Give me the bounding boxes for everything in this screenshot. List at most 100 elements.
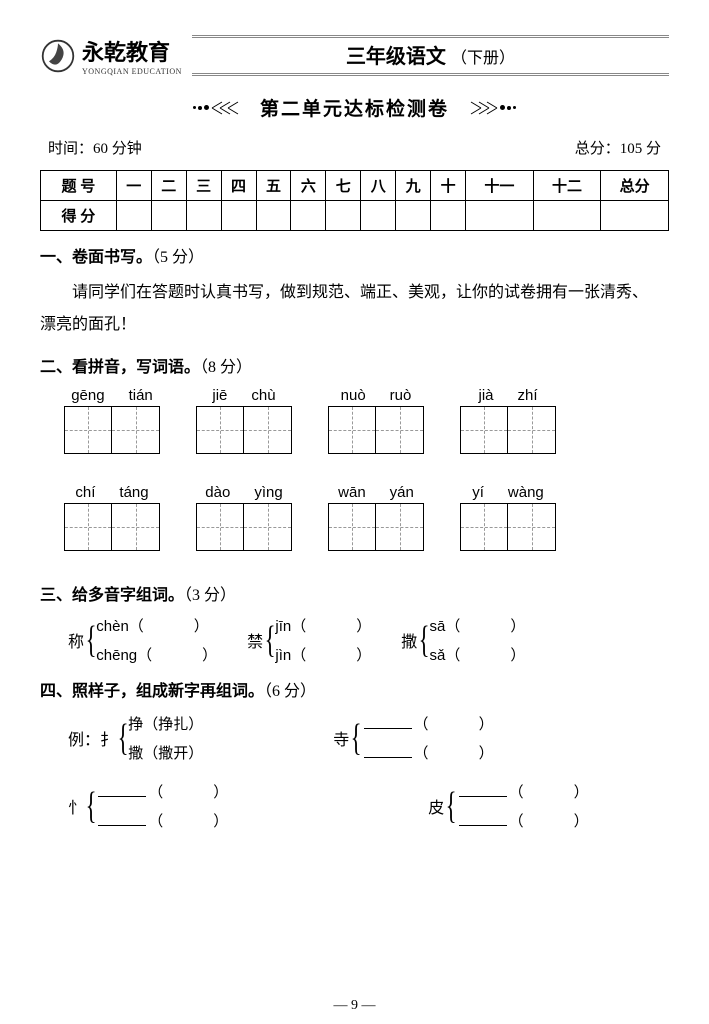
answer-blank[interactable] xyxy=(364,715,412,729)
example-prefix: 例：扌 xyxy=(68,726,116,750)
radical-xin: 忄 xyxy=(68,794,84,818)
pinyin-label: yíwàng xyxy=(472,484,544,501)
hanzi: 撒 xyxy=(401,628,417,652)
page-number: — 9 — xyxy=(0,998,709,1014)
score-cell[interactable] xyxy=(116,201,151,231)
tianzige-cell[interactable] xyxy=(196,503,244,551)
pinyin-cell: dàoyìng xyxy=(196,484,292,551)
pinyin-label: wānyán xyxy=(338,484,414,501)
tianzige-cell[interactable] xyxy=(376,406,424,454)
pinyin-row-2: chítáng dàoyìng wānyán yíwàng xyxy=(64,484,669,551)
pinyin-cell: nuòruò xyxy=(328,387,424,454)
tianzige-cell[interactable] xyxy=(112,503,160,551)
unit-title-row: 第二单元达标检测卷 xyxy=(40,94,669,121)
section-1-line1: 请同学们在答题时认真书写，做到规范、端正、美观，让你的试卷拥有一张清秀、 xyxy=(40,277,669,309)
radical-pi: 皮 xyxy=(428,794,444,818)
section-1-title: 一、卷面书写。（5 分） xyxy=(40,243,669,267)
pinyin-row-1: gēngtián jiēchù nuòruò jiàzhí xyxy=(64,387,669,454)
tianzige-pair xyxy=(64,503,160,551)
q4-group-pi: 皮 { （） （） xyxy=(428,781,588,831)
tianzige-cell[interactable] xyxy=(64,406,112,454)
section-2-title: 二、看拼音，写词语。（8 分） xyxy=(40,353,669,377)
pinyin-cell: jiēchù xyxy=(196,387,292,454)
tianzige-pair xyxy=(328,503,424,551)
tianzige-cell[interactable] xyxy=(244,503,292,551)
deco-right-icon xyxy=(463,100,517,116)
answer-blank[interactable] xyxy=(459,783,507,797)
pinyin-cell: chítáng xyxy=(64,484,160,551)
score-table: 题 号 一 二 三 四 五 六 七 八 九 十 十一 十二 总分 得 分 xyxy=(40,170,669,231)
pinyin-label: jiàzhí xyxy=(478,387,537,404)
polyphone-group: 禁{jīn（）jìn（） xyxy=(247,615,371,665)
tianzige-pair xyxy=(460,503,556,551)
hanzi: 称 xyxy=(68,628,84,652)
tianzige-pair xyxy=(196,406,292,454)
pinyin-cell: jiàzhí xyxy=(460,387,556,454)
brace-icon: { xyxy=(446,787,457,825)
tianzige-cell[interactable] xyxy=(460,503,508,551)
brand-logo-group: 永乾教育 YONGQIAN EDUCATION xyxy=(40,35,182,76)
pinyin-label: chítáng xyxy=(75,484,148,501)
answer-blank[interactable] xyxy=(459,812,507,826)
pinyin-label: gēngtián xyxy=(71,387,153,404)
th-label: 题 号 xyxy=(41,171,117,201)
tianzige-cell[interactable] xyxy=(328,406,376,454)
tianzige-pair xyxy=(328,406,424,454)
tianzige-pair xyxy=(196,503,292,551)
brace-icon: { xyxy=(86,621,97,659)
pinyin-label: nuòruò xyxy=(341,387,412,404)
brace-icon: { xyxy=(118,719,129,757)
header-title: 三年级语文 （下册） xyxy=(192,35,669,76)
score-value-row: 得 分 xyxy=(41,201,669,231)
pinyin-label: dàoyìng xyxy=(205,484,282,501)
q4-row1: 例：扌 { 挣（挣扎） 撒（撒开） 寺 { （） （） xyxy=(68,713,669,763)
hanzi: 禁 xyxy=(247,628,263,652)
polyphone-group: 撒{sā（）sǎ（） xyxy=(401,615,525,665)
volume: （下册） xyxy=(451,50,515,67)
grade-subject: 三年级语文 xyxy=(346,46,446,68)
brace-icon: { xyxy=(86,787,97,825)
q3-groups: 称{chèn（）chēng（） 禁{jīn（）jìn（） 撒{sā（）sǎ（） xyxy=(68,615,669,665)
brand-text: 永乾教育 YONGQIAN EDUCATION xyxy=(82,35,182,76)
tianzige-cell[interactable] xyxy=(196,406,244,454)
pinyin-cell: gēngtián xyxy=(64,387,160,454)
q4-group-xin: 忄 { （） （） xyxy=(68,781,228,831)
pinyin-grid: gēngtián jiēchù nuòruò jiàzhí chítáng dàoyìn… xyxy=(64,387,669,551)
brand-name: 永乾教育 xyxy=(82,35,182,67)
brace-icon: { xyxy=(351,719,362,757)
tianzige-cell[interactable] xyxy=(508,406,556,454)
q4-row2: 忄 { （） （） 皮 { （） （） xyxy=(68,781,669,831)
tianzige-cell[interactable] xyxy=(508,503,556,551)
tianzige-pair xyxy=(64,406,160,454)
pinyin-label: jiēchù xyxy=(212,387,275,404)
score-header-row: 题 号 一 二 三 四 五 六 七 八 九 十 十一 十二 总分 xyxy=(41,171,669,201)
score-label: 得 分 xyxy=(41,201,117,231)
tianzige-cell[interactable] xyxy=(64,503,112,551)
tianzige-cell[interactable] xyxy=(328,503,376,551)
time-total-row: 时间：60 分钟 总分：105 分 xyxy=(48,137,661,158)
tianzige-pair xyxy=(460,406,556,454)
pinyin-cell: yíwàng xyxy=(460,484,556,551)
answer-blank[interactable] xyxy=(98,812,146,826)
page-header: 永乾教育 YONGQIAN EDUCATION 三年级语文 （下册） xyxy=(40,35,669,76)
tianzige-cell[interactable] xyxy=(376,503,424,551)
section-1-line2: 漂亮的面孔！ xyxy=(40,309,669,341)
total-score: 总分：105 分 xyxy=(575,137,661,158)
pinyin-cell: wānyán xyxy=(328,484,424,551)
section-3-title: 三、给多音字组词。（3 分） xyxy=(40,581,669,605)
brace-icon: { xyxy=(419,621,430,659)
answer-blank[interactable] xyxy=(364,744,412,758)
answer-blank[interactable] xyxy=(98,783,146,797)
brace-icon: { xyxy=(265,621,276,659)
deco-left-icon xyxy=(192,100,246,116)
tianzige-cell[interactable] xyxy=(244,406,292,454)
time-limit: 时间：60 分钟 xyxy=(48,137,142,158)
radical-si: 寺 xyxy=(333,726,349,750)
q4-group-si: 寺 { （） （） xyxy=(333,713,493,763)
q4-example: 例：扌 { 挣（挣扎） 撒（撒开） xyxy=(68,713,203,763)
tianzige-cell[interactable] xyxy=(112,406,160,454)
section-4-title: 四、照样子，组成新字再组词。（6 分） xyxy=(40,677,669,701)
tianzige-cell[interactable] xyxy=(460,406,508,454)
polyphone-group: 称{chèn（）chēng（） xyxy=(68,615,217,665)
brand-sub: YONGQIAN EDUCATION xyxy=(82,67,182,76)
